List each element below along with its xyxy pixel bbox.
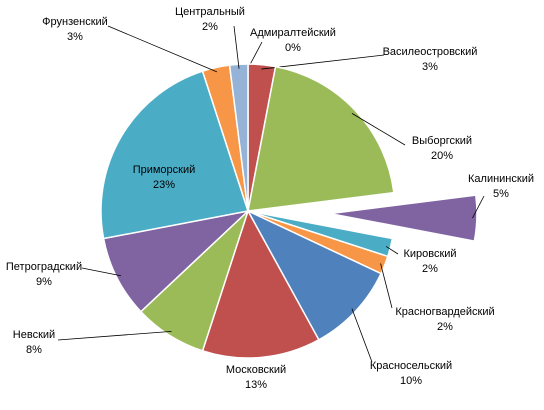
slice-label: Василеостровский <box>383 46 478 58</box>
slice-label: Приморский <box>133 164 196 176</box>
leader-line <box>385 246 399 255</box>
leader-line <box>57 330 172 341</box>
slice-label: Фрунзенский <box>42 16 108 28</box>
pie-slice <box>247 65 395 212</box>
slice-label: Красногвардейский <box>395 306 494 318</box>
slice-value-label: 3% <box>67 31 83 43</box>
leader-line <box>261 54 385 70</box>
slice-value-label: 13% <box>245 379 267 391</box>
slice-label: Московский <box>226 364 286 376</box>
slice-value-label: 20% <box>431 150 453 162</box>
slice-value-label: 2% <box>437 321 453 333</box>
slice-value-label: 9% <box>36 276 52 288</box>
leader-line <box>233 25 240 69</box>
pie-slice <box>102 209 251 313</box>
slice-value-label: 10% <box>400 375 422 387</box>
slice-value-label: 2% <box>422 263 438 275</box>
slice-value-label: 2% <box>202 21 218 33</box>
pie-slice <box>246 209 383 341</box>
slice-value-label: 8% <box>26 344 42 356</box>
slice-value-label: 0% <box>285 42 301 54</box>
leader-line <box>81 267 122 277</box>
pie-slice <box>329 194 478 242</box>
slice-label: Кировский <box>403 248 456 260</box>
leader-line <box>380 263 393 309</box>
slice-label: Красносельский <box>370 360 452 372</box>
slice-label: Адмиралтейский <box>250 27 336 39</box>
leader-line <box>107 25 218 73</box>
slice-label: Невский <box>13 329 55 341</box>
leader-line <box>472 195 485 219</box>
leader-line <box>351 308 373 363</box>
slice-value-label: 23% <box>153 179 175 191</box>
slice-value-label: 5% <box>493 188 509 200</box>
slice-label: Калининский <box>468 173 534 185</box>
slice-label: Центральный <box>175 6 245 18</box>
slice-label: Петроградский <box>6 261 82 273</box>
slice-label: Выборгский <box>412 135 472 147</box>
pie-slice <box>201 209 320 359</box>
leader-line <box>351 113 406 146</box>
pie-slice <box>100 70 249 240</box>
slice-value-label: 3% <box>422 61 438 73</box>
